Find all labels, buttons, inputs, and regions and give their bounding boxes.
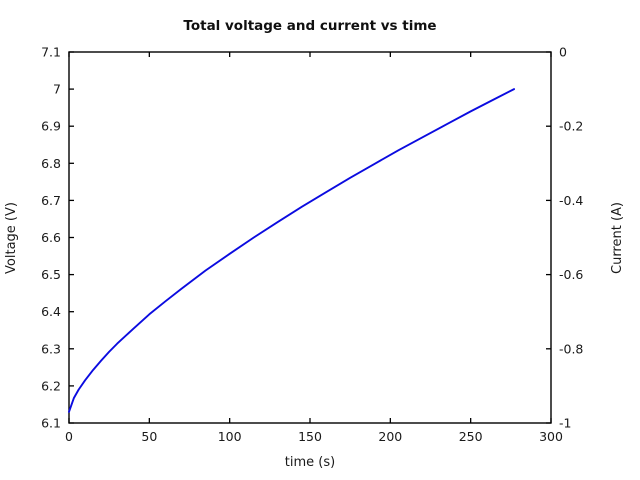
x-tick-label: 100 <box>218 429 242 444</box>
y-tick-label-right: -0.6 <box>559 267 583 282</box>
y-axis-label-left: Voltage (V) <box>4 202 19 274</box>
x-tick-label: 200 <box>378 429 402 444</box>
x-tick-label: 50 <box>141 429 157 444</box>
y-tick-label-left: 7 <box>53 82 61 97</box>
y-tick-label-left: 6.2 <box>41 378 61 393</box>
y-tick-label-left: 6.7 <box>41 193 61 208</box>
y-tick-label-right: -0.8 <box>559 341 583 356</box>
x-tick-label: 250 <box>459 429 483 444</box>
chart-title: Total voltage and current vs time <box>183 18 436 34</box>
y-tick-label-left: 6.5 <box>41 267 61 282</box>
y-tick-label-left: 6.4 <box>41 304 61 319</box>
y-tick-label-left: 6.3 <box>41 341 61 356</box>
y-tick-label-right: -0.2 <box>559 119 583 134</box>
y-tick-label-right: -1 <box>559 416 571 431</box>
y-tick-label-left: 6.6 <box>41 230 61 245</box>
y-tick-label-left: 6.8 <box>41 156 61 171</box>
x-tick-label: 0 <box>65 429 73 444</box>
voltage-curve <box>68 88 515 413</box>
x-axis-label: time (s) <box>285 455 335 470</box>
y-tick-label-left: 7.1 <box>41 45 61 60</box>
y-tick-label-left: 6.1 <box>41 416 61 431</box>
y-axis-label-right: Current (A) <box>610 202 625 274</box>
chart-generated: 0 50 100 150 200 250 300 6.1 6.2 6.3 6.4 6.5 6.6 6.7 6… <box>41 45 583 445</box>
y-tick-label-left: 6.9 <box>41 119 61 134</box>
x-tick-label: 150 <box>298 429 322 444</box>
x-tick-label: 300 <box>539 429 563 444</box>
y-tick-label-right: -0.4 <box>559 193 583 208</box>
y-tick-label-right: 0 <box>559 45 567 60</box>
